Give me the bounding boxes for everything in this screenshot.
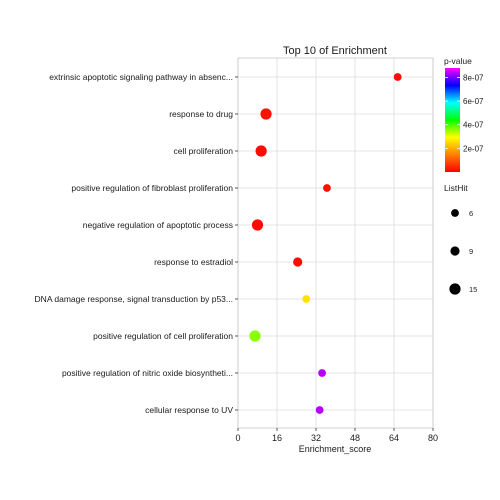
y-tick-label: response to drug xyxy=(169,109,233,119)
data-point xyxy=(318,369,326,377)
y-tick-label: cell proliferation xyxy=(173,146,233,156)
x-tick-label: 0 xyxy=(235,433,240,443)
data-point xyxy=(260,108,272,120)
x-tick-label: 16 xyxy=(272,433,282,443)
x-tick-label: 32 xyxy=(311,433,321,443)
data-point xyxy=(255,145,267,157)
data-point xyxy=(302,295,311,303)
y-tick-label: extrinsic apoptotic signaling pathway in… xyxy=(49,72,233,82)
colorbar-tick-label: 4e-07 xyxy=(463,121,484,130)
size-legend-dot xyxy=(450,246,460,256)
data-point xyxy=(251,219,264,231)
colorbar-tick-label: 2e-07 xyxy=(463,144,484,153)
x-axis-label: Enrichment_score xyxy=(299,444,372,454)
x-tick-label: 64 xyxy=(389,433,399,443)
data-point xyxy=(249,330,261,342)
data-point xyxy=(293,257,303,267)
size-legend-label: 15 xyxy=(469,285,477,294)
data-point xyxy=(323,184,331,192)
y-tick-label: response to estradiol xyxy=(154,257,233,267)
chart-title: Top 10 of Enrichment xyxy=(283,45,387,57)
size-legend-dot xyxy=(451,209,459,217)
colorbar-tick-label: 8e-07 xyxy=(463,73,484,82)
size-legend-dot xyxy=(449,283,461,295)
colorbar-tick-label: 6e-07 xyxy=(463,97,484,106)
colorbar-title: p-value xyxy=(444,56,472,66)
y-tick-label: positive regulation of cell proliferatio… xyxy=(93,331,233,341)
y-tick-label: positive regulation of nitric oxide bios… xyxy=(62,368,233,378)
y-tick-label: cellular response to UV xyxy=(145,405,233,415)
size-legend-label: 6 xyxy=(469,209,473,218)
y-tick-label: DNA damage response, signal transduction… xyxy=(35,294,233,304)
data-point xyxy=(393,73,402,81)
size-legend-label: 9 xyxy=(469,247,473,256)
x-tick-label: 80 xyxy=(428,433,438,443)
plot-panel xyxy=(237,57,434,429)
y-tick-label: positive regulation of fibroblast prolif… xyxy=(71,183,233,193)
size-legend-title: ListHit xyxy=(444,183,468,193)
y-tick-label: negative regulation of apoptotic process xyxy=(83,220,233,230)
x-tick-label: 48 xyxy=(350,433,360,443)
data-point xyxy=(315,406,324,414)
colorbar xyxy=(445,68,460,172)
